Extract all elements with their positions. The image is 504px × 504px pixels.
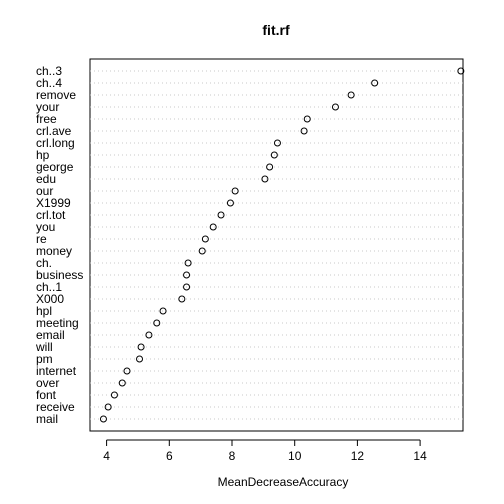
point-you xyxy=(209,223,217,231)
category-label: you xyxy=(36,220,55,234)
point-X1999 xyxy=(226,199,234,207)
category-label: mail xyxy=(36,412,58,426)
x-axis: 4 6 8 10 12 14 xyxy=(103,439,427,463)
point-edu xyxy=(261,175,269,183)
point-over xyxy=(118,379,126,387)
point-crl.long xyxy=(273,139,281,147)
category-label: your xyxy=(36,100,59,114)
point-mail xyxy=(99,415,107,423)
point-ch..4 xyxy=(371,79,379,87)
category-label: money xyxy=(36,244,72,258)
category-label: hp xyxy=(36,148,50,162)
category-label: receive xyxy=(36,400,75,414)
chart-title: fit.rf xyxy=(262,22,290,38)
grid-lines xyxy=(90,70,463,420)
category-label: over xyxy=(36,376,59,390)
point-will xyxy=(137,343,145,351)
x-axis-label: MeanDecreaseAccuracy xyxy=(218,475,349,489)
category-label: ch..1 xyxy=(36,280,62,294)
category-label: free xyxy=(36,112,57,126)
point-ch..3 xyxy=(457,67,465,75)
category-label: meeting xyxy=(36,316,79,330)
point-hp xyxy=(270,151,278,159)
category-label: re xyxy=(36,232,47,246)
x-tick-label: 14 xyxy=(413,449,427,463)
point-font xyxy=(110,391,118,399)
category-label: ch..3 xyxy=(36,64,62,78)
category-label: crl.long xyxy=(36,136,75,150)
data-points xyxy=(99,67,465,423)
point-internet xyxy=(123,367,131,375)
category-label: will xyxy=(35,340,53,354)
plot-frame xyxy=(89,58,464,432)
category-label: crl.tot xyxy=(36,208,66,222)
category-label: X1999 xyxy=(36,196,71,210)
point-hpl xyxy=(159,307,167,315)
point-money xyxy=(198,247,206,255)
point-business xyxy=(183,271,191,279)
point-george xyxy=(266,163,274,171)
point-free xyxy=(303,115,311,123)
x-tick-label: 10 xyxy=(288,449,302,463)
point-our xyxy=(231,187,239,195)
point-ch..1 xyxy=(183,283,191,291)
category-labels: ch..3ch..4removeyourfreecrl.avecrl.longh… xyxy=(35,64,83,426)
x-tick-label: 6 xyxy=(166,449,173,463)
category-label: our xyxy=(36,184,53,198)
category-label: business xyxy=(36,268,83,282)
category-label: hpl xyxy=(36,304,52,318)
category-label: remove xyxy=(36,88,76,102)
category-label: font xyxy=(36,388,57,402)
x-tick-label: 8 xyxy=(229,449,236,463)
category-label: edu xyxy=(36,172,56,186)
point-pm xyxy=(136,355,144,363)
category-label: george xyxy=(36,160,74,174)
category-label: ch..4 xyxy=(36,76,62,90)
point-your xyxy=(331,103,339,111)
point-remove xyxy=(347,91,355,99)
x-tick-label: 12 xyxy=(351,449,365,463)
category-label: crl.ave xyxy=(36,124,72,138)
category-label: X000 xyxy=(36,292,64,306)
category-label: email xyxy=(36,328,65,342)
category-label: internet xyxy=(36,364,77,378)
point-email xyxy=(145,331,153,339)
point-X000 xyxy=(178,295,186,303)
point-crl.ave xyxy=(300,127,308,135)
category-label: pm xyxy=(36,352,53,366)
point-ch. xyxy=(184,259,192,267)
point-re xyxy=(201,235,209,243)
point-crl.tot xyxy=(217,211,225,219)
point-receive xyxy=(104,403,112,411)
x-tick-label: 4 xyxy=(103,449,110,463)
point-meeting xyxy=(153,319,161,327)
category-label: ch. xyxy=(36,256,52,270)
